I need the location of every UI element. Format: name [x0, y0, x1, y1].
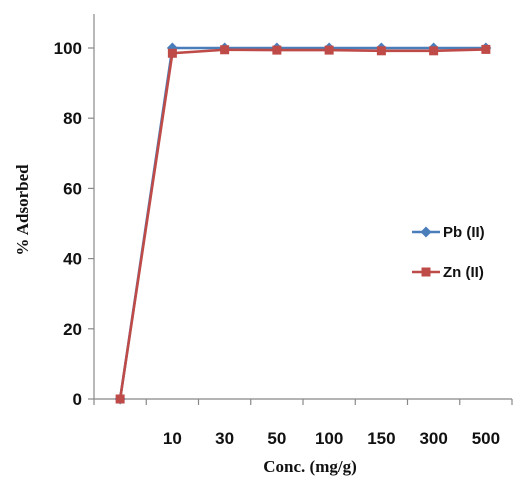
legend-label: Zn (II)	[443, 264, 484, 281]
x-tick-label: 50	[267, 429, 286, 448]
data-point	[481, 44, 491, 54]
y-tick-label: 60	[63, 179, 82, 198]
series-line	[118, 48, 486, 400]
series-zn-ii	[115, 44, 491, 404]
y-axis-ticks: 0 20 40 60 80 100	[54, 39, 94, 409]
data-point	[421, 267, 431, 277]
data-point	[376, 46, 386, 56]
data-point	[324, 45, 334, 55]
y-tick-label: 100	[54, 39, 82, 58]
x-tick-label: 300	[419, 429, 447, 448]
y-tick-label: 20	[63, 320, 82, 339]
series-line	[118, 46, 486, 400]
series-layer	[114, 42, 492, 405]
y-tick-label: 0	[73, 390, 82, 409]
legend-item: Zn (II)	[412, 264, 484, 281]
data-point	[220, 45, 230, 55]
y-axis-title: % Adsorbed	[13, 164, 32, 256]
legend-label: Pb (II)	[443, 224, 485, 241]
x-axis-title: Conc. (mg/g)	[263, 457, 356, 476]
x-tick-label: 100	[315, 429, 343, 448]
legend-item: Pb (II)	[412, 224, 485, 241]
x-axis-ticks: 10 30 50 100 150 300 500	[93, 399, 513, 448]
series-pb-ii	[114, 42, 492, 405]
data-point	[272, 45, 282, 55]
x-tick-label: 500	[472, 429, 500, 448]
data-point	[115, 394, 125, 404]
x-tick-label: 150	[367, 429, 395, 448]
legend: Pb (II) Zn (II)	[412, 224, 485, 281]
data-point	[420, 226, 432, 238]
data-point	[429, 46, 439, 56]
y-tick-label: 80	[63, 109, 82, 128]
x-tick-label: 30	[215, 429, 234, 448]
y-tick-label: 40	[63, 250, 82, 269]
x-tick-label: 10	[163, 429, 182, 448]
data-point	[167, 48, 177, 58]
